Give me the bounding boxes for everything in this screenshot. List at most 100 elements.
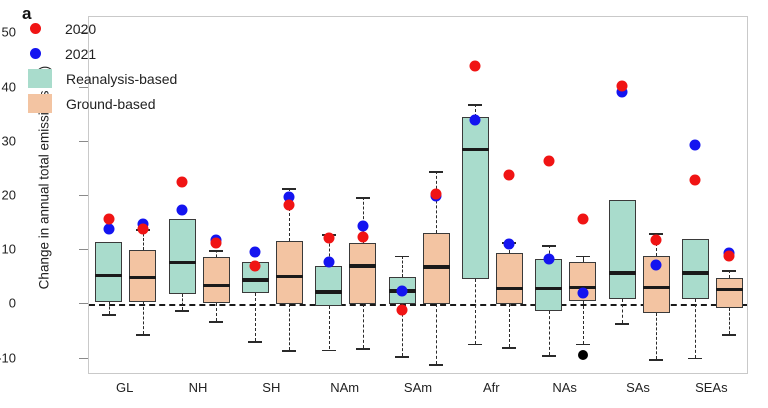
median-line <box>608 271 636 275</box>
y-tick-mark <box>79 86 88 88</box>
legend-item-reanalysis-based: Reanalysis-based <box>28 66 177 91</box>
point-2020 <box>103 213 115 225</box>
point-2020 <box>357 231 369 243</box>
whisker-upper <box>362 197 364 244</box>
y-tick-mark <box>79 32 88 34</box>
y-tick-mark <box>79 140 88 142</box>
whisker-lower <box>362 304 364 348</box>
legend-item-ground-based: Ground-based <box>28 91 177 116</box>
box-ground-based-afr <box>495 252 523 305</box>
cap-lower <box>468 343 483 346</box>
x-tick-label-seas: SEAs <box>695 380 728 395</box>
box-ground-based-sam <box>422 233 450 305</box>
cap-upper <box>722 269 737 272</box>
y-tick-label: 40 <box>1 79 16 94</box>
median-line <box>202 283 230 288</box>
x-tick-label-sam: SAm <box>403 380 433 395</box>
box-reanalysis-based-nh <box>168 219 196 294</box>
legend: 2020 2021 Reanalysis-based Ground-based <box>28 16 177 116</box>
point-2020 <box>176 176 188 188</box>
zero-reference-line <box>89 304 747 307</box>
point-2021 <box>503 238 515 250</box>
y-tick-label: 50 <box>1 24 16 40</box>
cap-lower <box>135 334 150 337</box>
cap-lower <box>615 323 629 326</box>
median-line <box>241 278 269 282</box>
whisker-lower <box>255 293 257 342</box>
whisker-lower <box>656 312 657 359</box>
point-2020 <box>577 213 589 225</box>
cap-lower <box>541 355 556 358</box>
y-tick-mark <box>79 357 88 359</box>
median-line <box>315 290 343 294</box>
legend-item-2020: 2020 <box>28 16 177 41</box>
point-2020 <box>137 223 149 235</box>
box-ground-based-nam <box>349 243 377 305</box>
point-2020 <box>616 80 628 92</box>
cap-lower <box>502 346 517 349</box>
cap-upper <box>209 250 223 253</box>
median-line <box>95 273 123 277</box>
point-2020 <box>396 304 408 316</box>
point-2020 <box>689 174 701 186</box>
point-2021 <box>616 86 628 98</box>
whisker-lower <box>582 300 584 344</box>
point-2021 <box>357 220 369 232</box>
whisker-lower <box>216 303 217 321</box>
point-2021 <box>103 223 115 235</box>
cap-lower <box>722 334 737 337</box>
cap-lower <box>175 309 189 312</box>
legend-label: 2020 <box>65 20 97 37</box>
y-tick-mark <box>79 303 88 305</box>
cap-lower <box>688 357 703 360</box>
outlier-point <box>577 350 588 361</box>
box-ground-based-seas <box>715 277 743 308</box>
cap-upper <box>395 255 409 258</box>
median-line <box>715 288 743 292</box>
box-ground-based-sh <box>275 241 303 305</box>
whisker-lower <box>622 299 623 324</box>
point-2020 <box>650 234 662 246</box>
median-line <box>461 147 489 151</box>
whisker-lower <box>182 293 183 310</box>
point-2021 <box>689 139 701 151</box>
point-2020 <box>723 250 735 262</box>
cap-lower <box>649 358 663 361</box>
whisker-lower <box>289 304 291 351</box>
plot-area <box>88 16 748 374</box>
median-line <box>535 287 563 291</box>
whisker-upper <box>142 229 144 251</box>
whisker-lower <box>402 304 403 356</box>
point-2021 <box>650 259 662 271</box>
box-reanalysis-based-seas <box>681 239 709 300</box>
cap-upper <box>575 255 590 258</box>
point-2020 <box>249 260 261 272</box>
x-tick-label-afr: Afr <box>483 380 500 395</box>
median-line <box>168 260 196 264</box>
cap-lower <box>395 356 409 358</box>
cap-lower <box>282 350 297 352</box>
y-tick-label: 30 <box>1 133 16 149</box>
point-2020 <box>323 232 335 244</box>
cap-upper <box>468 103 483 106</box>
point-2021 <box>176 204 188 216</box>
cap-upper <box>541 244 556 247</box>
whisker-upper <box>289 187 291 242</box>
cap-lower <box>321 349 336 352</box>
whisker-lower <box>509 304 511 347</box>
box-reanalysis-based-sas <box>608 199 636 300</box>
legend-swatch-icon <box>28 69 52 88</box>
whisker-lower <box>108 301 110 314</box>
median-line <box>349 264 377 268</box>
box-ground-based-nh <box>202 256 230 304</box>
cap-upper <box>649 232 663 235</box>
legend-dot-icon <box>30 23 41 34</box>
whisker-upper <box>548 244 550 260</box>
box-reanalysis-based-afr <box>461 117 489 279</box>
median-line <box>275 274 303 278</box>
y-tick-mark <box>79 195 88 196</box>
point-2021 <box>577 287 589 299</box>
point-2020 <box>469 60 481 72</box>
x-tick-label-sas: SAs <box>626 380 650 395</box>
whisker-lower <box>142 302 144 335</box>
